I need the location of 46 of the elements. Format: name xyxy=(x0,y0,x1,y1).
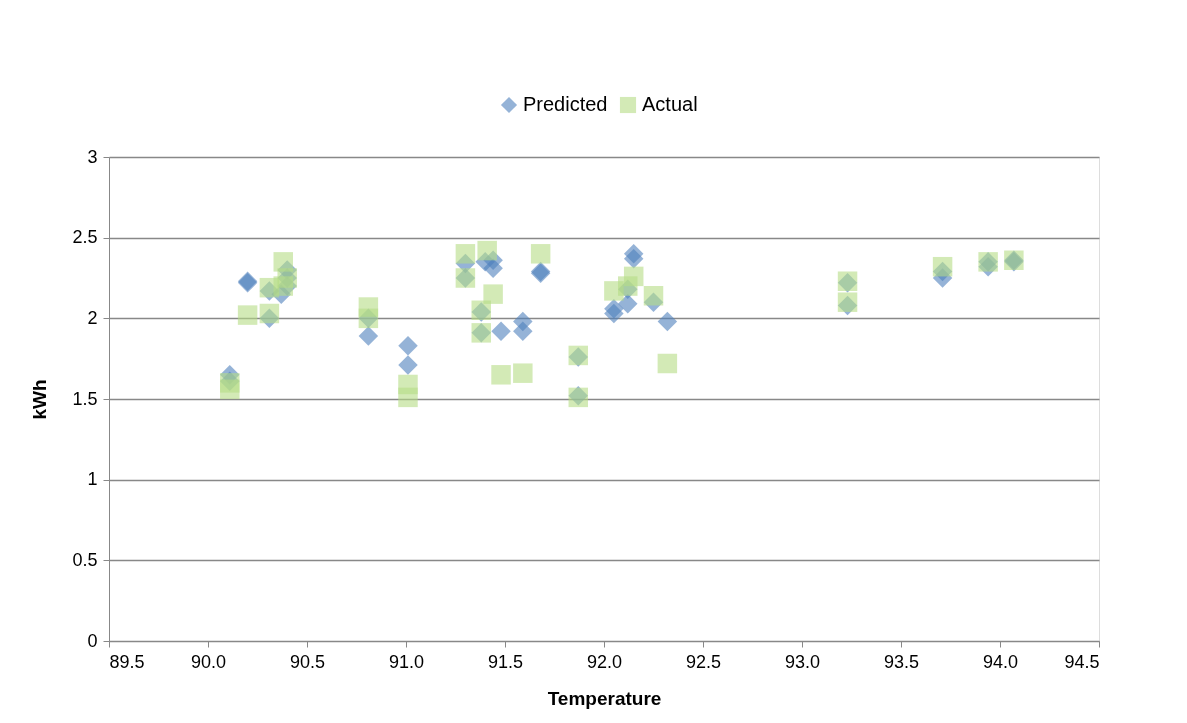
point xyxy=(657,311,678,332)
point xyxy=(398,387,418,408)
point xyxy=(358,326,379,346)
point xyxy=(491,365,511,385)
point xyxy=(513,321,533,341)
y-tick-label: 2 xyxy=(87,307,98,328)
point xyxy=(513,363,533,383)
point xyxy=(237,305,258,325)
x-tick-label: 93.5 xyxy=(883,651,920,672)
x-tick-label: 92.0 xyxy=(586,651,623,672)
point xyxy=(455,244,476,264)
x-tick-label: 89.5 xyxy=(109,651,145,672)
point xyxy=(491,321,511,341)
point xyxy=(530,244,551,264)
x-tick-label: 92.5 xyxy=(685,651,722,672)
x-tick-label: 91.5 xyxy=(487,651,524,672)
x-tick-label: 90.0 xyxy=(190,651,227,672)
point xyxy=(483,284,503,304)
y-tick-label: 1 xyxy=(87,469,98,490)
point xyxy=(643,286,664,306)
point xyxy=(398,355,418,375)
point xyxy=(623,248,644,269)
legend-label: Predicted xyxy=(523,93,608,115)
y-axis-title: kWh xyxy=(29,379,51,420)
point xyxy=(932,256,953,277)
point xyxy=(483,258,503,279)
point xyxy=(623,266,644,287)
x-tick-label: 94.0 xyxy=(982,651,1019,672)
y-tick-label: 1.5 xyxy=(72,388,98,409)
y-tick-label: 2.5 xyxy=(72,227,98,248)
x-tick-label: 93.0 xyxy=(784,651,821,672)
point xyxy=(618,294,638,314)
point xyxy=(220,379,240,400)
point xyxy=(259,303,280,324)
point xyxy=(604,303,624,324)
point xyxy=(657,353,678,374)
x-tick-label: 91.0 xyxy=(388,651,425,672)
x-tick-label: 90.5 xyxy=(289,651,326,672)
legend-label: Actual xyxy=(642,93,698,115)
y-tick-label: 0 xyxy=(87,630,98,651)
point xyxy=(477,240,497,261)
y-tick-label: 3 xyxy=(87,146,98,167)
y-tick-label: 0.5 xyxy=(72,549,98,570)
x-tick-label: 94.5 xyxy=(1064,651,1100,672)
x-axis-title: Temperature xyxy=(547,687,662,709)
point xyxy=(398,336,418,356)
